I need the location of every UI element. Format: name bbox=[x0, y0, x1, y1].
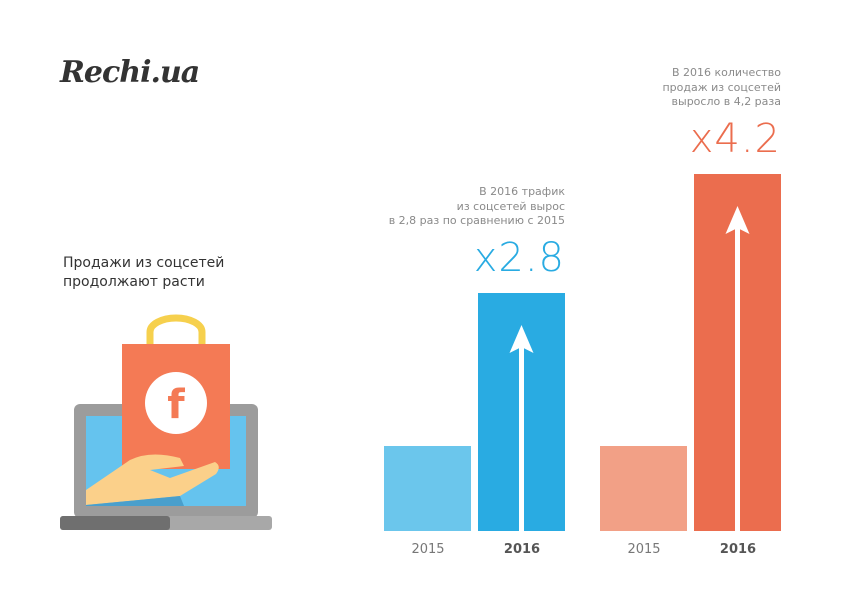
annotation-line: из соцсетей вырос bbox=[456, 199, 565, 213]
multiplier-label: x2.8 bbox=[473, 235, 565, 281]
annotation-line: в 2,8 раз по сравнению с 2015 bbox=[388, 214, 565, 227]
subtitle-line: Продажи из соцсетей bbox=[63, 255, 225, 271]
arrow-up-icon bbox=[735, 226, 740, 531]
subtitle: Продажи из соцсетей продолжают расти bbox=[63, 254, 224, 292]
x-tick-label: 2016 bbox=[503, 542, 541, 557]
facebook-icon: f bbox=[167, 382, 185, 428]
x-tick-label: 2015 bbox=[411, 542, 445, 557]
x-tick-label: 2016 bbox=[719, 542, 757, 557]
x-tick-label: 2015 bbox=[627, 542, 661, 557]
annotation-line: В 2016 количество bbox=[671, 66, 781, 79]
annotation: В 2016 количество продаж из соцсетей вырос… bbox=[662, 66, 781, 110]
arrow-head-icon bbox=[509, 325, 534, 353]
arrow-up-icon bbox=[519, 345, 524, 531]
logo: Rechi.ua bbox=[60, 55, 200, 90]
annotation-line: продаж из соцсетей bbox=[662, 80, 781, 94]
shopping-bag-icon: f bbox=[122, 314, 230, 469]
arrow-head-icon bbox=[725, 206, 750, 234]
annotation-line: В 2016 трафик bbox=[479, 185, 565, 198]
annotation: В 2016 трафик из соцсетей вырос в 2,8 раз … bbox=[389, 185, 565, 229]
multiplier-label: x4.2 bbox=[689, 116, 781, 162]
bar-2015 bbox=[384, 446, 471, 531]
subtitle-line: продолжают расти bbox=[63, 274, 205, 290]
hand-icon bbox=[86, 454, 219, 506]
bar-2015 bbox=[600, 446, 687, 531]
annotation-line: выросло в 4,2 раза bbox=[671, 95, 781, 108]
